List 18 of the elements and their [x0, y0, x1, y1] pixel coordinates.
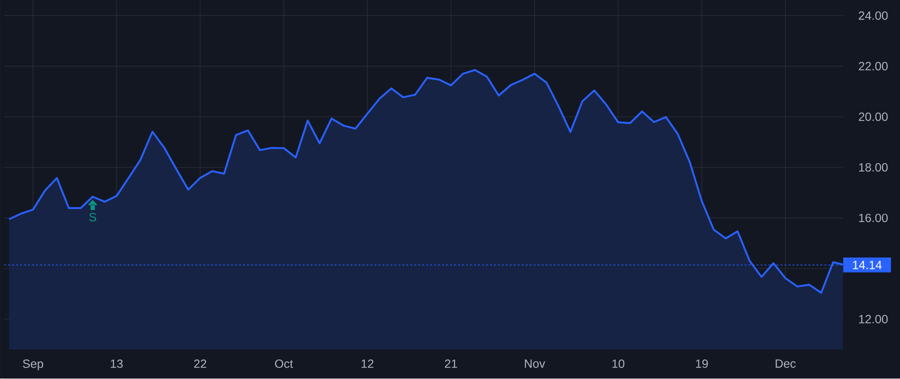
x-tick-label: 19	[696, 360, 708, 368]
x-tick-label: Oct	[275, 360, 293, 368]
y-tick-label: 18.00	[859, 163, 888, 172]
x-tick-label: Sep	[22, 360, 44, 370]
y-tick-label: 12.00	[859, 315, 888, 324]
x-tick-label: 10	[612, 360, 624, 368]
x-tick-label: Dec	[776, 360, 796, 368]
y-tick-label: 20.00	[858, 112, 888, 122]
y-tick-label: 16.00	[859, 214, 888, 222]
ref-line-label: 14.14	[853, 261, 882, 270]
x-tick-label: 13	[110, 360, 123, 368]
x-tick-label: 21	[444, 360, 458, 368]
y-tick-label: 24.00	[858, 12, 888, 20]
x-tick-label: Nov	[524, 360, 546, 368]
annotation: S	[89, 213, 96, 222]
y-tick-label: 22.00	[858, 62, 888, 71]
x-tick-label: 12	[362, 360, 374, 368]
x-tick-label: 22	[194, 360, 206, 368]
